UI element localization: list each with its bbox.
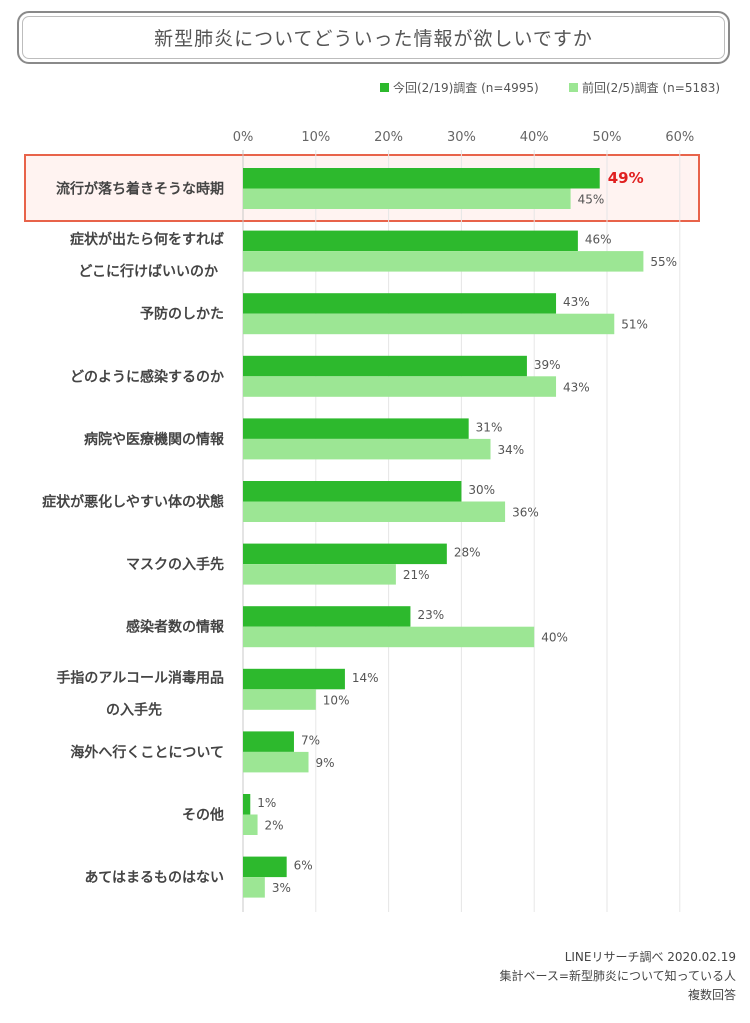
category-label: その他 (182, 807, 224, 824)
value-label-previous: 9% (316, 756, 335, 770)
bar-current (243, 168, 600, 189)
bar-previous (243, 626, 535, 648)
chart-title-box: 新型肺炎についてどういった情報が欲しいですか (17, 11, 730, 64)
bar-current (243, 293, 557, 314)
bar-previous (243, 376, 557, 397)
category-label: マスクの入手先 (126, 556, 224, 573)
footer-base: 集計ベース=新型肺炎について知っている人 (499, 969, 737, 983)
chart-title: 新型肺炎についてどういった情報が欲しいですか (154, 28, 593, 50)
value-label-previous: 55% (650, 255, 677, 269)
x-tick-label: 30% (447, 130, 476, 145)
category-label: 症状が悪化しやすい体の状態 (42, 494, 224, 511)
footer-answer-type: 複数回答 (687, 988, 736, 1002)
x-tick-label: 10% (301, 130, 330, 145)
value-label-current: 39% (534, 358, 561, 372)
category-label: あてはまるものはない (85, 870, 224, 886)
footer-notes: LINEリサーチ調べ 2020.02.19 集計ベース=新型肺炎について知ってい… (500, 948, 737, 1005)
value-label-previous: 40% (541, 631, 568, 645)
x-tick-label: 0% (233, 130, 254, 145)
category-label: 感染者数の情報 (126, 619, 225, 636)
value-label-previous: 36% (512, 506, 539, 520)
value-label-previous: 45% (578, 193, 605, 207)
category-label: どこに行けばいいのか (78, 263, 218, 280)
value-label-current: 6% (294, 859, 313, 873)
bar-previous (243, 877, 265, 898)
bar-current (243, 481, 462, 502)
bar-previous (243, 501, 506, 522)
bar-current (243, 418, 469, 439)
legend-label-previous: 前回(2/5)調査 (n=5183) (582, 80, 720, 95)
x-tick-label: 50% (593, 130, 622, 145)
value-label-previous: 43% (563, 380, 590, 394)
value-label-current: 30% (468, 483, 495, 497)
category-label: 手指のアルコール消毒用品 (56, 669, 224, 686)
bar-previous (243, 251, 644, 272)
value-label-previous: 34% (498, 443, 525, 457)
value-label-previous: 21% (403, 568, 430, 582)
category-label: 症状が出たら何をすれば (70, 231, 224, 248)
bar-current (243, 543, 447, 565)
value-label-current: 46% (585, 233, 612, 247)
bar-previous (243, 751, 309, 773)
category-label: どのように感染するのか (70, 368, 224, 385)
value-label-current: 49% (608, 169, 644, 187)
category-label: 病院や医療機関の情報 (84, 431, 225, 448)
category-label: 予防のしかた (140, 306, 224, 323)
value-label-current: 23% (417, 608, 444, 622)
category-label: の入手先 (106, 701, 162, 718)
bar-current (243, 606, 411, 627)
legend-swatch-previous (569, 83, 578, 92)
bar-current (243, 230, 578, 252)
bar-previous (243, 188, 571, 209)
value-label-previous: 3% (272, 881, 291, 895)
bar-previous (243, 438, 491, 460)
bar-previous (243, 564, 396, 585)
value-label-previous: 51% (621, 318, 648, 332)
value-label-current: 14% (352, 671, 379, 685)
value-label-current: 31% (476, 420, 503, 434)
bar-current (243, 856, 287, 878)
footer-source: LINEリサーチ調べ 2020.02.19 (564, 950, 736, 964)
legend-swatch-current (380, 83, 389, 92)
value-label-previous: 10% (323, 693, 350, 707)
x-tick-label: 60% (665, 130, 694, 145)
value-label-previous: 2% (265, 819, 284, 833)
bar-previous (243, 313, 615, 335)
bar-current (243, 731, 294, 752)
category-label: 流行が落ち着きそうな時期 (56, 181, 224, 198)
bar-current (243, 355, 527, 377)
bar-previous (243, 689, 316, 710)
value-label-current: 43% (563, 295, 590, 309)
bar-current (243, 794, 251, 815)
legend-label-current: 今回(2/19)調査 (n=4995) (393, 80, 539, 95)
x-tick-label: 40% (520, 130, 549, 145)
bar-current (243, 668, 345, 690)
bar-previous (243, 814, 258, 835)
value-label-current: 28% (454, 546, 481, 560)
value-label-current: 7% (301, 733, 320, 747)
category-label: 海外へ行くことについて (70, 744, 224, 761)
value-label-current: 1% (257, 796, 276, 810)
x-tick-label: 20% (374, 130, 403, 145)
